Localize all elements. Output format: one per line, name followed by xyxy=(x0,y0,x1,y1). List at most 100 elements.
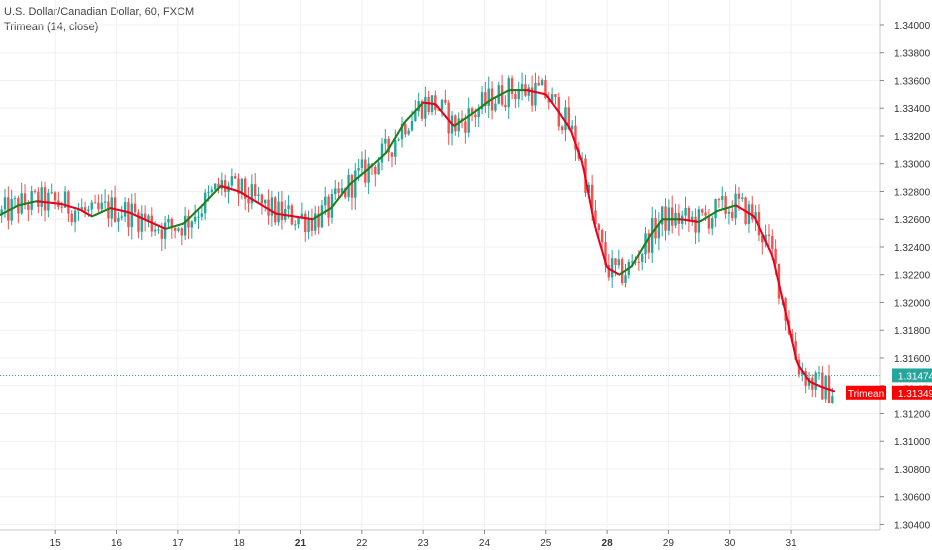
candle-body xyxy=(50,192,53,194)
chart-legend: U.S. Dollar/Canadian Dollar, 60, FXCM Tr… xyxy=(4,5,194,35)
candle-body xyxy=(691,216,694,220)
candle-body xyxy=(510,78,514,94)
candle-body xyxy=(464,121,467,133)
candle-body xyxy=(530,87,534,106)
trimean-segment xyxy=(574,142,579,151)
trimean-segment xyxy=(578,154,583,163)
price-tick-label: 1.33000 xyxy=(894,160,931,171)
price-axis[interactable]: 1.34000 1.33800 1.33600 1.33400 1.33200 1.330… xyxy=(879,0,931,531)
trimean-segment xyxy=(793,350,798,362)
candle-body xyxy=(267,199,270,216)
candle-body xyxy=(63,191,67,208)
candle-body xyxy=(167,218,170,223)
trimean-segment xyxy=(589,200,594,214)
trimean-segment xyxy=(787,322,792,334)
candle-body xyxy=(304,213,307,233)
candle-body xyxy=(580,158,584,160)
trimean-segment xyxy=(576,148,581,157)
candle-body xyxy=(193,216,197,222)
candle-body xyxy=(380,143,384,163)
candle-body xyxy=(197,216,200,218)
trimean-segment xyxy=(791,340,796,353)
candle-body xyxy=(117,217,120,222)
candle-body xyxy=(624,275,627,283)
candle-body xyxy=(767,234,771,236)
indicator-label: Trimean (14, close) xyxy=(4,21,99,33)
time-tick-label: 17 xyxy=(172,538,184,549)
price-tick-label: 1.30400 xyxy=(894,520,931,531)
candle-body xyxy=(300,213,304,218)
candle-body xyxy=(180,228,184,236)
candle-body xyxy=(437,109,440,111)
candle-body xyxy=(741,197,744,199)
candle-body xyxy=(290,205,294,225)
candle-body xyxy=(714,199,717,219)
candle-body xyxy=(237,178,240,195)
candle-body xyxy=(307,218,310,233)
candle-body xyxy=(467,108,470,133)
candle-body xyxy=(190,221,194,228)
candle-body xyxy=(43,187,47,211)
time-axis[interactable]: 15 16 17 18 21 22 23 24 25 28 29 30 31 xyxy=(0,529,880,549)
candle-body xyxy=(277,201,280,223)
trimean-segment xyxy=(591,211,596,225)
candle-body xyxy=(630,261,634,263)
candle-body xyxy=(794,341,797,360)
candle-body xyxy=(817,372,821,374)
price-tick-label: 1.32000 xyxy=(894,298,931,309)
candle-body xyxy=(527,87,530,96)
candle-body xyxy=(324,196,327,206)
candle-body xyxy=(280,201,284,220)
candle-body xyxy=(354,170,357,198)
candle-body xyxy=(0,209,3,216)
last-price-badge xyxy=(892,368,932,383)
candle-body xyxy=(517,90,520,100)
time-tick-label: 25 xyxy=(540,538,552,549)
candle-body xyxy=(30,191,33,210)
candle-body xyxy=(53,192,57,201)
trimean-segment xyxy=(830,389,836,393)
time-tick-label: 24 xyxy=(479,538,491,549)
time-tick-label: 18 xyxy=(234,538,246,549)
candle-body xyxy=(170,218,174,228)
candle-body xyxy=(70,213,73,223)
candle-body xyxy=(504,104,507,108)
candle-body xyxy=(200,213,204,217)
candle-body xyxy=(127,202,130,228)
candle-body xyxy=(590,184,594,211)
trimean-segment xyxy=(572,136,577,145)
candle-body xyxy=(404,123,407,135)
candle-body xyxy=(751,204,754,220)
candle-body xyxy=(40,187,43,207)
candle-body xyxy=(587,184,591,193)
trimean-badge-label: Trimean xyxy=(848,389,884,400)
candle-body xyxy=(831,396,834,404)
candle-body xyxy=(717,199,721,201)
candle-body xyxy=(604,242,607,265)
trimean-segment xyxy=(601,251,606,261)
time-tick-label: 30 xyxy=(724,538,736,549)
candle-body xyxy=(610,258,614,278)
candle-body xyxy=(434,95,437,110)
candle-body xyxy=(444,99,447,103)
price-tick-label: 1.32200 xyxy=(894,271,931,282)
candle-body xyxy=(93,202,97,204)
candle-body xyxy=(207,191,210,193)
candle-body xyxy=(73,210,77,223)
candle-body xyxy=(547,98,550,103)
candle-body xyxy=(647,233,651,253)
candle-body xyxy=(537,82,540,86)
candle-body xyxy=(13,198,17,200)
candle-body xyxy=(230,176,234,186)
price-tick-label: 1.31000 xyxy=(894,437,931,448)
trimean-value: 1.31349 xyxy=(898,389,932,400)
candle-body xyxy=(143,213,147,221)
candle-body xyxy=(634,261,637,263)
candle-body xyxy=(137,212,140,232)
price-tick-label: 1.34000 xyxy=(894,21,931,32)
time-tick-label: 16 xyxy=(111,538,123,549)
candle-body xyxy=(384,138,387,144)
candle-body xyxy=(497,85,500,104)
price-tick-label: 1.32400 xyxy=(894,243,931,254)
